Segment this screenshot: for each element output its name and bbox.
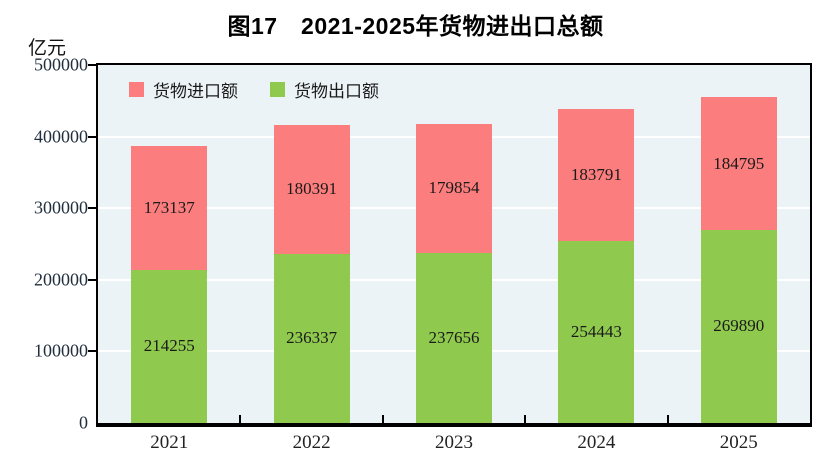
bar-segment: 214255 [131,269,208,423]
bar-value-label: 236337 [286,328,338,348]
x-axis-tick [524,415,527,423]
y-axis-tick-label: 300000 [34,197,88,218]
bar-segment: 236337 [273,253,350,423]
y-axis-tick-label: 200000 [34,269,88,290]
bar-segment: 173137 [131,145,208,270]
legend-label-imports: 货物进口额 [153,82,238,101]
x-axis-tick [239,415,242,423]
bar-segment: 179854 [416,124,492,253]
y-axis-tick [88,350,97,353]
y-axis-tick [88,64,97,66]
bar-segment: 180391 [273,124,350,254]
x-axis-tick [666,415,669,423]
imports-color-swatch [129,82,144,97]
y-axis-tick [88,278,97,281]
y-axis-tick [88,135,97,138]
x-axis-category-label: 2022 [292,432,331,453]
legend-item-imports: 货物进口额 [129,77,238,102]
bar-value-label: 173137 [143,197,195,217]
x-axis-category-label: 2024 [577,432,616,453]
y-axis-tick-label: 0 [79,412,88,433]
bar-segment: 184795 [700,97,777,230]
y-axis-tick-label: 400000 [34,126,88,147]
bar-segment: 183791 [558,109,635,241]
bar-value-label: 214255 [143,336,195,356]
y-axis-tick-label: 100000 [34,340,88,361]
x-axis-category-label: 2021 [150,432,189,453]
bar-segment: 237656 [416,252,492,423]
legend-item-exports: 货物出口额 [270,77,379,102]
bar-segment: 269890 [700,229,777,423]
y-axis-unit-label: 亿元 [28,38,67,59]
legend-label-exports: 货物出口额 [294,82,379,101]
bar-value-label: 180391 [286,179,338,199]
bar-value-label: 237656 [428,327,480,347]
bar-value-label: 254443 [570,321,622,341]
x-axis-tick [381,415,384,423]
x-axis-category-label: 2023 [435,432,473,453]
bar-value-label: 269890 [713,316,765,336]
plot-area: 214255 173137 236337 180391 237656 179854 2544… [96,63,812,427]
bar-value-label: 179854 [428,178,480,198]
bar-value-label: 184795 [713,153,765,173]
bar-value-label: 183791 [570,165,622,185]
y-axis-tick [88,207,97,210]
y-axis-tick-label: 500000 [34,54,88,75]
x-axis-category-label: 2025 [719,432,758,453]
exports-color-swatch [270,82,285,97]
bar-segment: 254443 [558,240,635,423]
legend: 货物进口额 货物出口额 [129,77,379,102]
chart-title: 图17 2021-2025年货物进出口总额 [227,13,604,39]
